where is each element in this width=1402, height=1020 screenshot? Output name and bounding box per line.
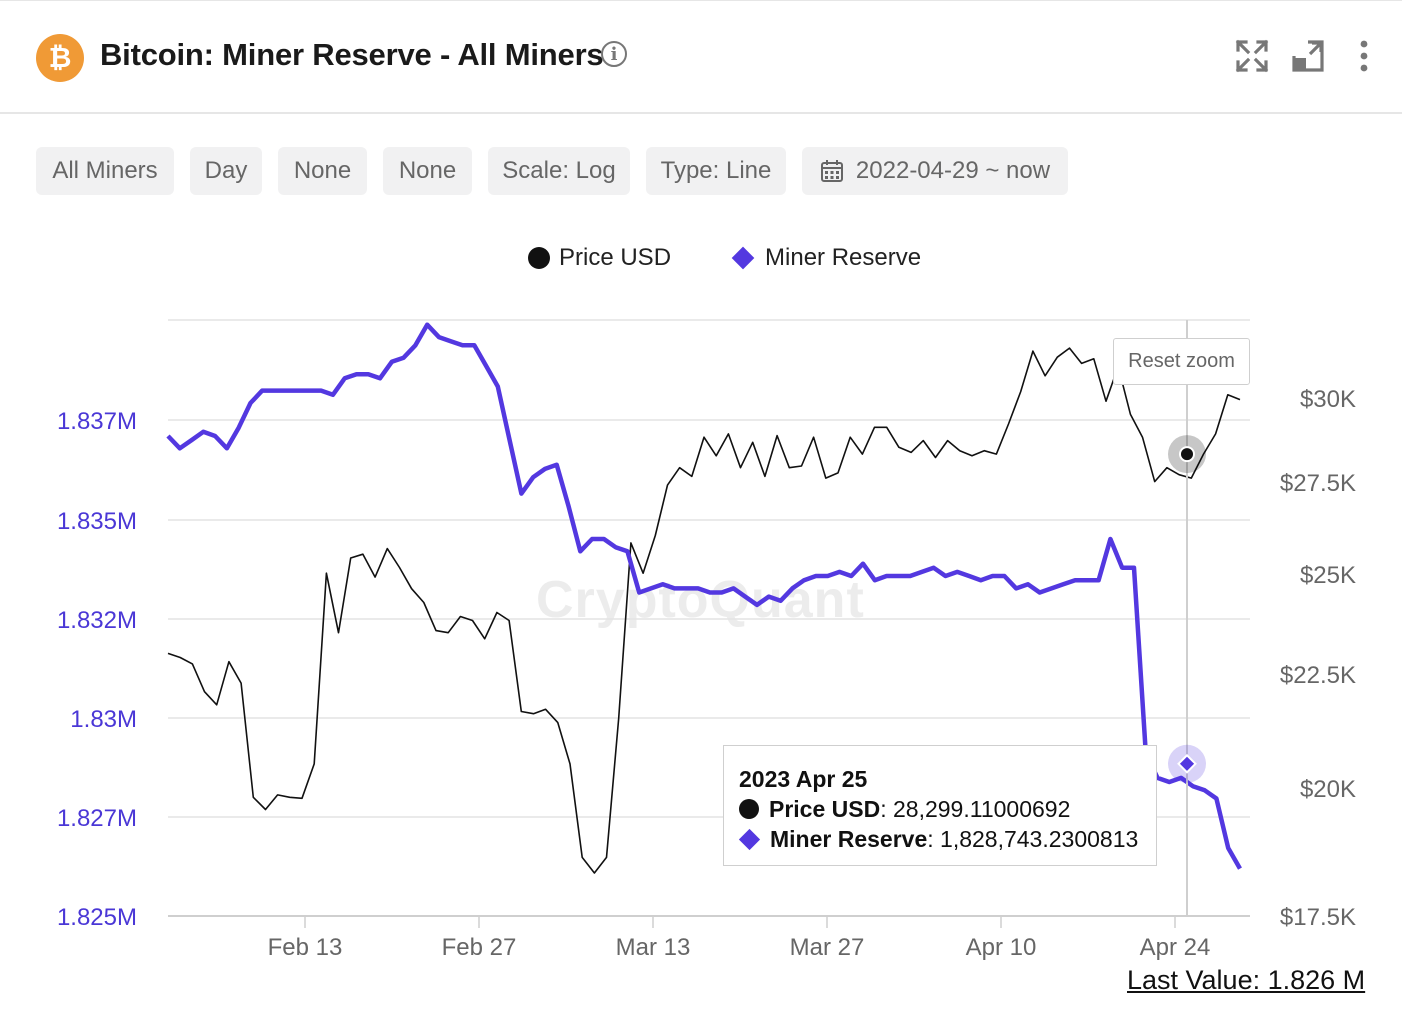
price-hover-marker	[1179, 446, 1195, 463]
y-right-tick-label: $20K	[1300, 776, 1356, 803]
x-tick-label: Feb 13	[268, 934, 343, 961]
legend-price-label: Price USD	[559, 244, 672, 271]
reserve-hover-marker	[1177, 753, 1197, 774]
y-left-tick-label: 1.827M	[57, 805, 137, 832]
x-tick-label: Mar 13	[616, 934, 691, 961]
price-usd-line	[167, 347, 1241, 874]
compare-filter-button[interactable]: None	[383, 147, 472, 195]
tooltip-reserve-diamond-icon	[738, 828, 761, 850]
y-right-tick-label: $17.5K	[1280, 904, 1356, 931]
miner-reserve-line	[166, 322, 1242, 870]
y-left-tick-label: 1.83M	[70, 706, 137, 733]
y-right-tick-label: $27.5K	[1280, 470, 1356, 497]
tooltip-reserve-label: Miner Reserve	[770, 825, 928, 852]
miner-filter-button[interactable]: All Miners	[36, 147, 174, 195]
more-vert-icon[interactable]	[1346, 38, 1382, 74]
reset-zoom-button[interactable]: Reset zoom	[1113, 338, 1250, 385]
popout-icon[interactable]	[1290, 38, 1326, 74]
y-left-tick-label: 1.835M	[57, 508, 137, 535]
tooltip-price-label: Price USD	[769, 795, 881, 822]
tooltip-reserve-value: : 1,828,743.2300813	[927, 825, 1139, 852]
tooltip-price-dot-icon	[739, 799, 759, 819]
chart-tooltip: 2023 Apr 25 Price USD : 28,299.11000692 …	[723, 745, 1157, 866]
window-filter-button[interactable]: Day	[190, 147, 262, 195]
calendar-icon	[820, 160, 843, 182]
last-value-link[interactable]: Last Value: 1.826 M	[1127, 965, 1366, 995]
y-right-tick-label: $25K	[1300, 562, 1356, 589]
type-filter-button[interactable]: Type: Line	[646, 147, 786, 195]
tooltip-date: 2023 Apr 25	[739, 765, 868, 792]
x-tick-label: Apr 10	[966, 934, 1037, 961]
x-tick-label: Apr 24	[1140, 934, 1211, 961]
date-range-label: 2022-04-29 ~ now	[855, 157, 1051, 184]
chart-legend: Price USD Miner Reserve	[528, 244, 981, 272]
y-right-tick-label: $30K	[1300, 386, 1356, 413]
x-tick-label: Feb 27	[442, 934, 517, 961]
legend-item-reserve[interactable]: Miner Reserve	[731, 244, 921, 272]
date-range-button[interactable]: 2022-04-29 ~ now	[802, 147, 1068, 195]
expand-icon[interactable]	[1234, 38, 1270, 74]
info-icon[interactable]: i	[601, 41, 627, 67]
y-left-tick-label: 1.825M	[57, 904, 137, 931]
tooltip-price-value: : 28,299.11000692	[880, 795, 1071, 822]
x-tick-label: Mar 27	[790, 934, 865, 961]
scale-filter-button[interactable]: Scale: Log	[488, 147, 630, 195]
chart-title: Bitcoin: Miner Reserve - All Miners	[100, 37, 604, 72]
chart-header: ₿ Bitcoin: Miner Reserve - All Miners i	[0, 0, 1402, 114]
legend-reserve-label: Miner Reserve	[765, 244, 922, 271]
sma-filter-button[interactable]: None	[278, 147, 367, 195]
legend-item-price[interactable]: Price USD	[528, 244, 671, 272]
y-left-tick-label: 1.832M	[57, 607, 137, 634]
y-right-tick-label: $22.5K	[1280, 662, 1356, 689]
y-left-tick-label: 1.837M	[57, 408, 137, 435]
bitcoin-logo-icon: ₿	[36, 34, 84, 82]
price-dot-icon	[528, 247, 550, 269]
